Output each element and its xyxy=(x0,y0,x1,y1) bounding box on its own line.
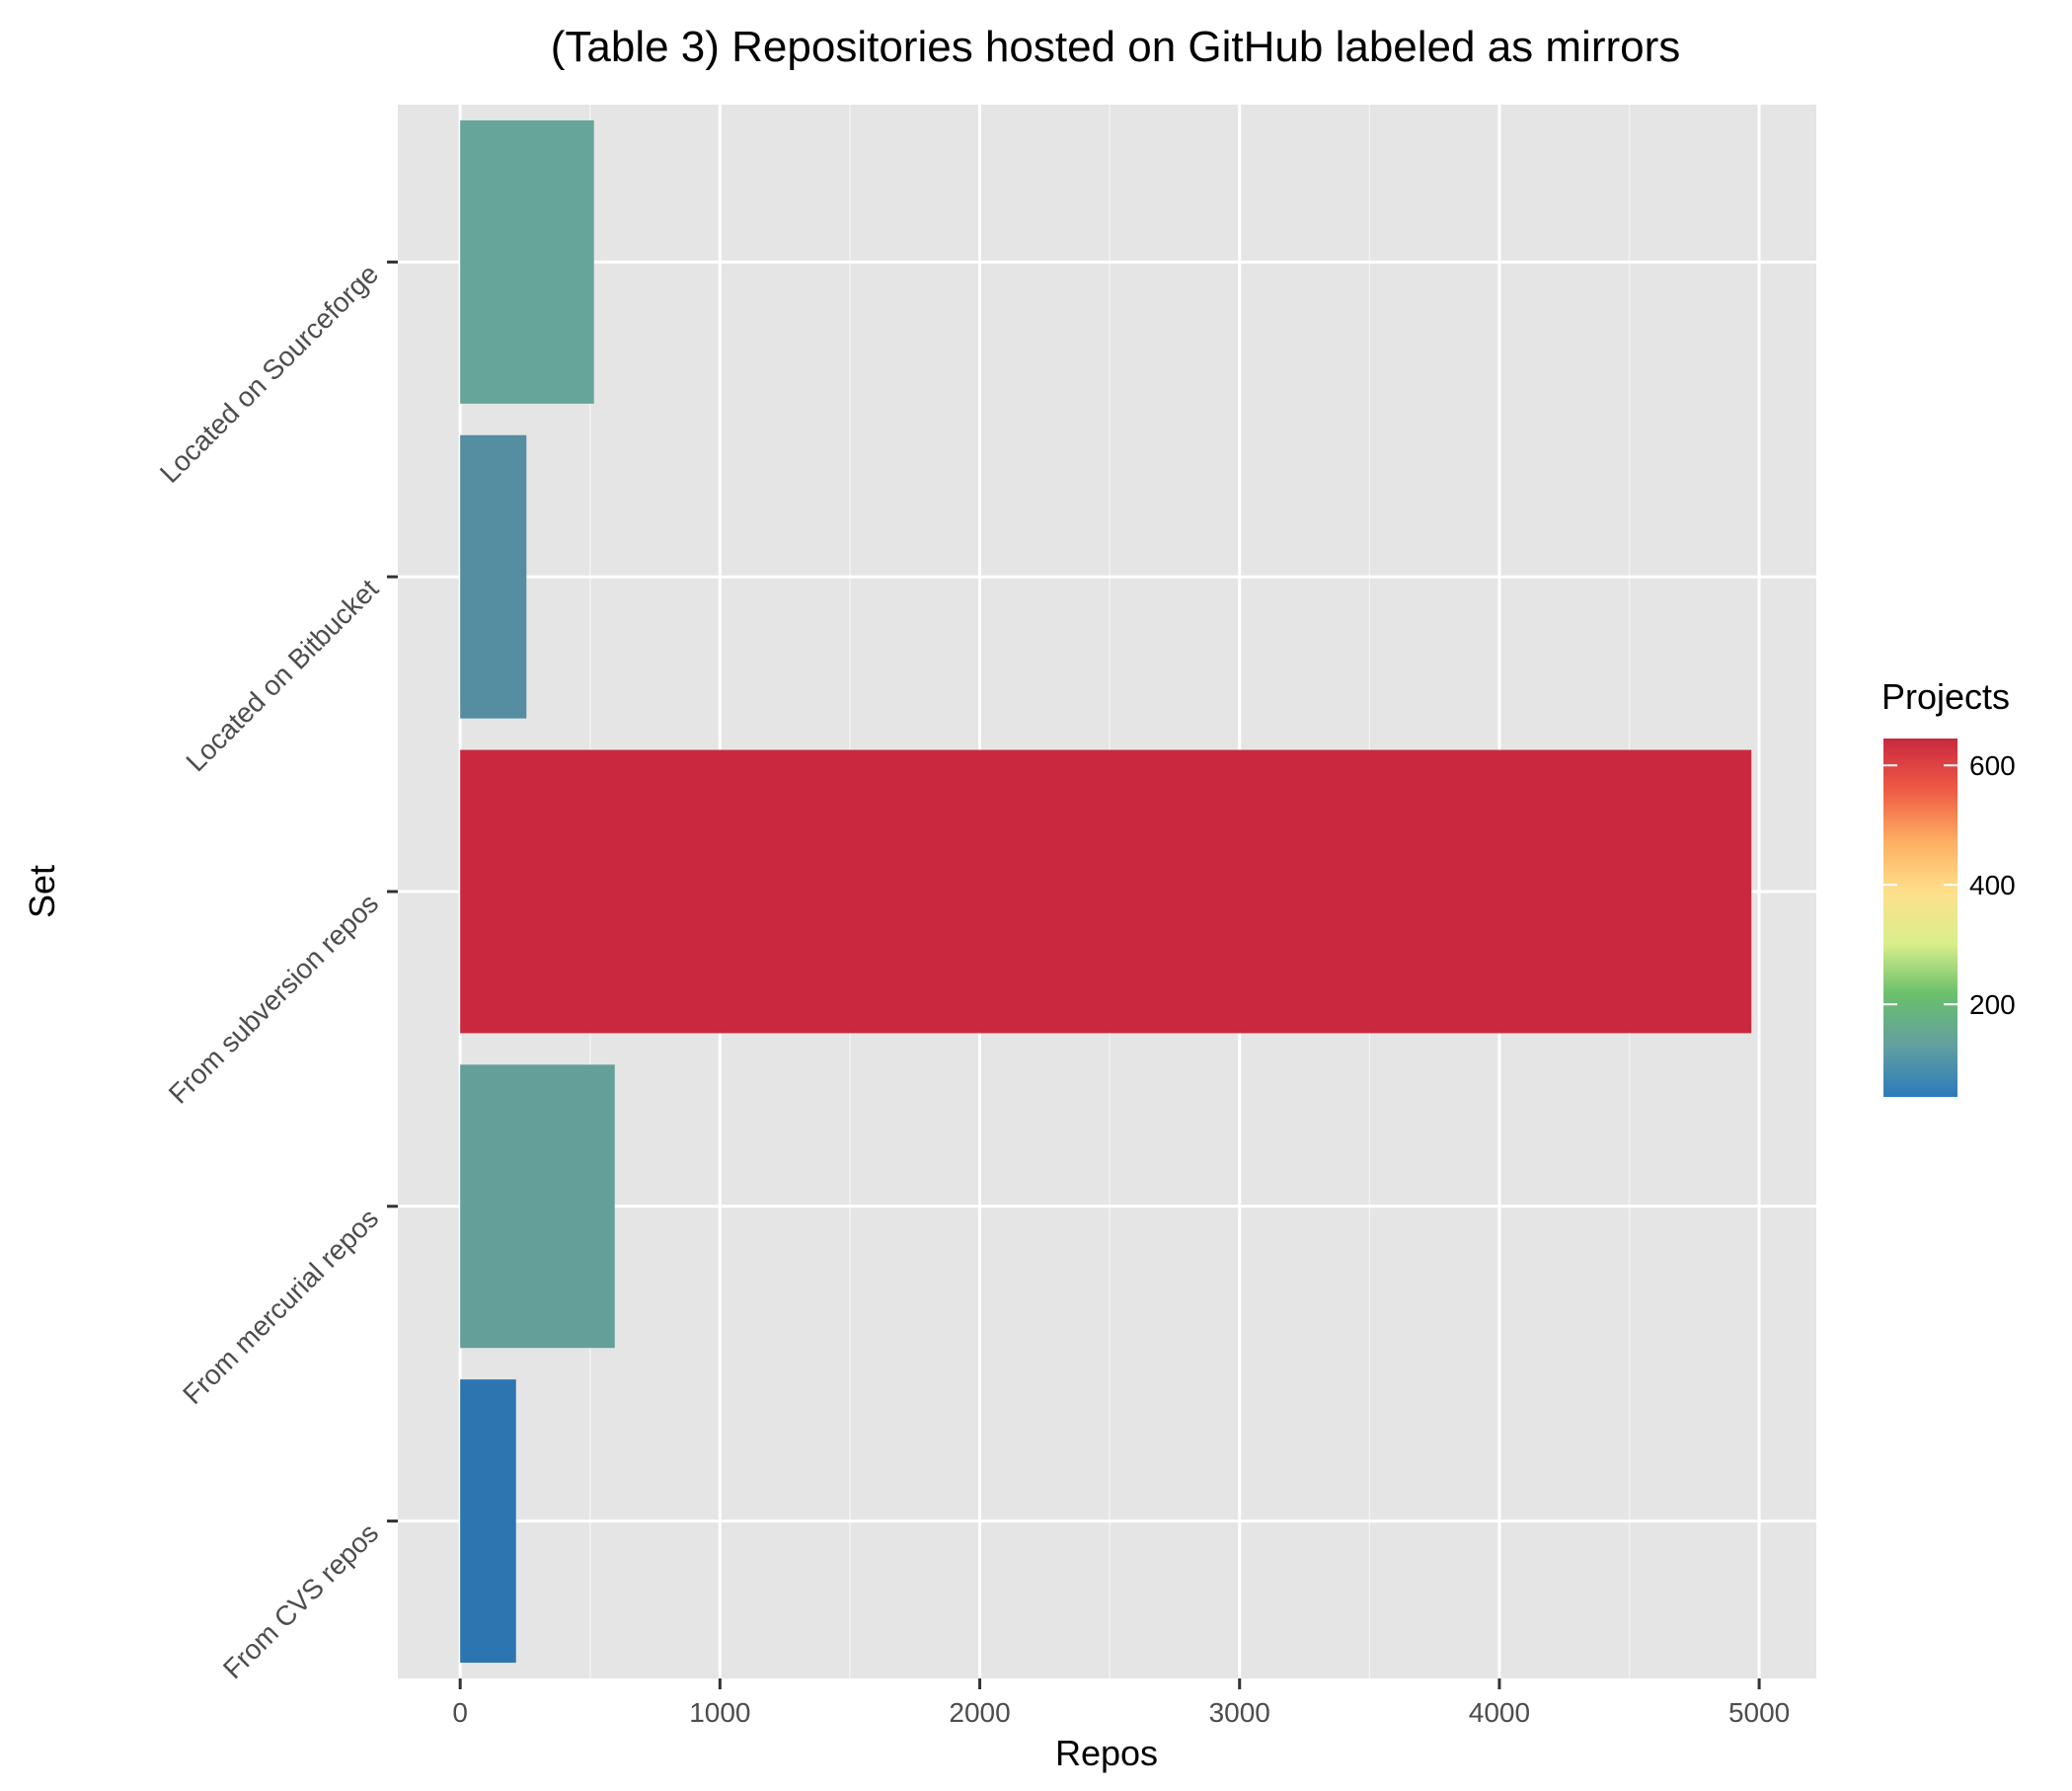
legend-colorbar xyxy=(1883,739,1957,1097)
y-tick-label: From subversion repos xyxy=(163,888,384,1109)
y-axis: Located on Sourceforge Located on Bitbuck… xyxy=(154,259,398,1684)
legend-title: Projects xyxy=(1881,676,2010,717)
x-axis: 0 1000 2000 3000 4000 5000 xyxy=(452,1678,1790,1728)
x-tick-label: 3000 xyxy=(1209,1697,1270,1728)
legend-tick-label: 400 xyxy=(1969,870,2016,900)
x-axis-title: Repos xyxy=(1055,1733,1158,1773)
bar-located-on-bitbucket xyxy=(460,434,527,719)
chart-title: (Table 3) Repositories hosted on GitHub … xyxy=(551,23,1681,71)
x-tick-label: 0 xyxy=(452,1697,468,1728)
y-tick-label: Located on Bitbucket xyxy=(180,573,384,777)
legend: Projects 200 400 600 xyxy=(1881,676,2016,1097)
y-tick-label: From CVS repos xyxy=(217,1518,384,1684)
bar-from-subversion-repos xyxy=(460,749,1752,1034)
y-tick-label: From mercurial repos xyxy=(177,1203,384,1410)
bars xyxy=(460,119,1752,1664)
legend-tick-label: 200 xyxy=(1969,989,2016,1020)
y-axis-title: Set xyxy=(22,865,62,918)
x-tick-label: 5000 xyxy=(1728,1697,1790,1728)
x-tick-label: 1000 xyxy=(689,1697,750,1728)
bar-from-mercurial-repos xyxy=(460,1064,615,1349)
x-tick-label: 4000 xyxy=(1469,1697,1530,1728)
legend-tick-label: 600 xyxy=(1969,750,2016,781)
bar-located-on-sourceforge xyxy=(460,119,594,404)
x-tick-label: 2000 xyxy=(949,1697,1010,1728)
bar-from-cvs-repos xyxy=(460,1379,516,1664)
y-tick-label: Located on Sourceforge xyxy=(154,259,384,489)
